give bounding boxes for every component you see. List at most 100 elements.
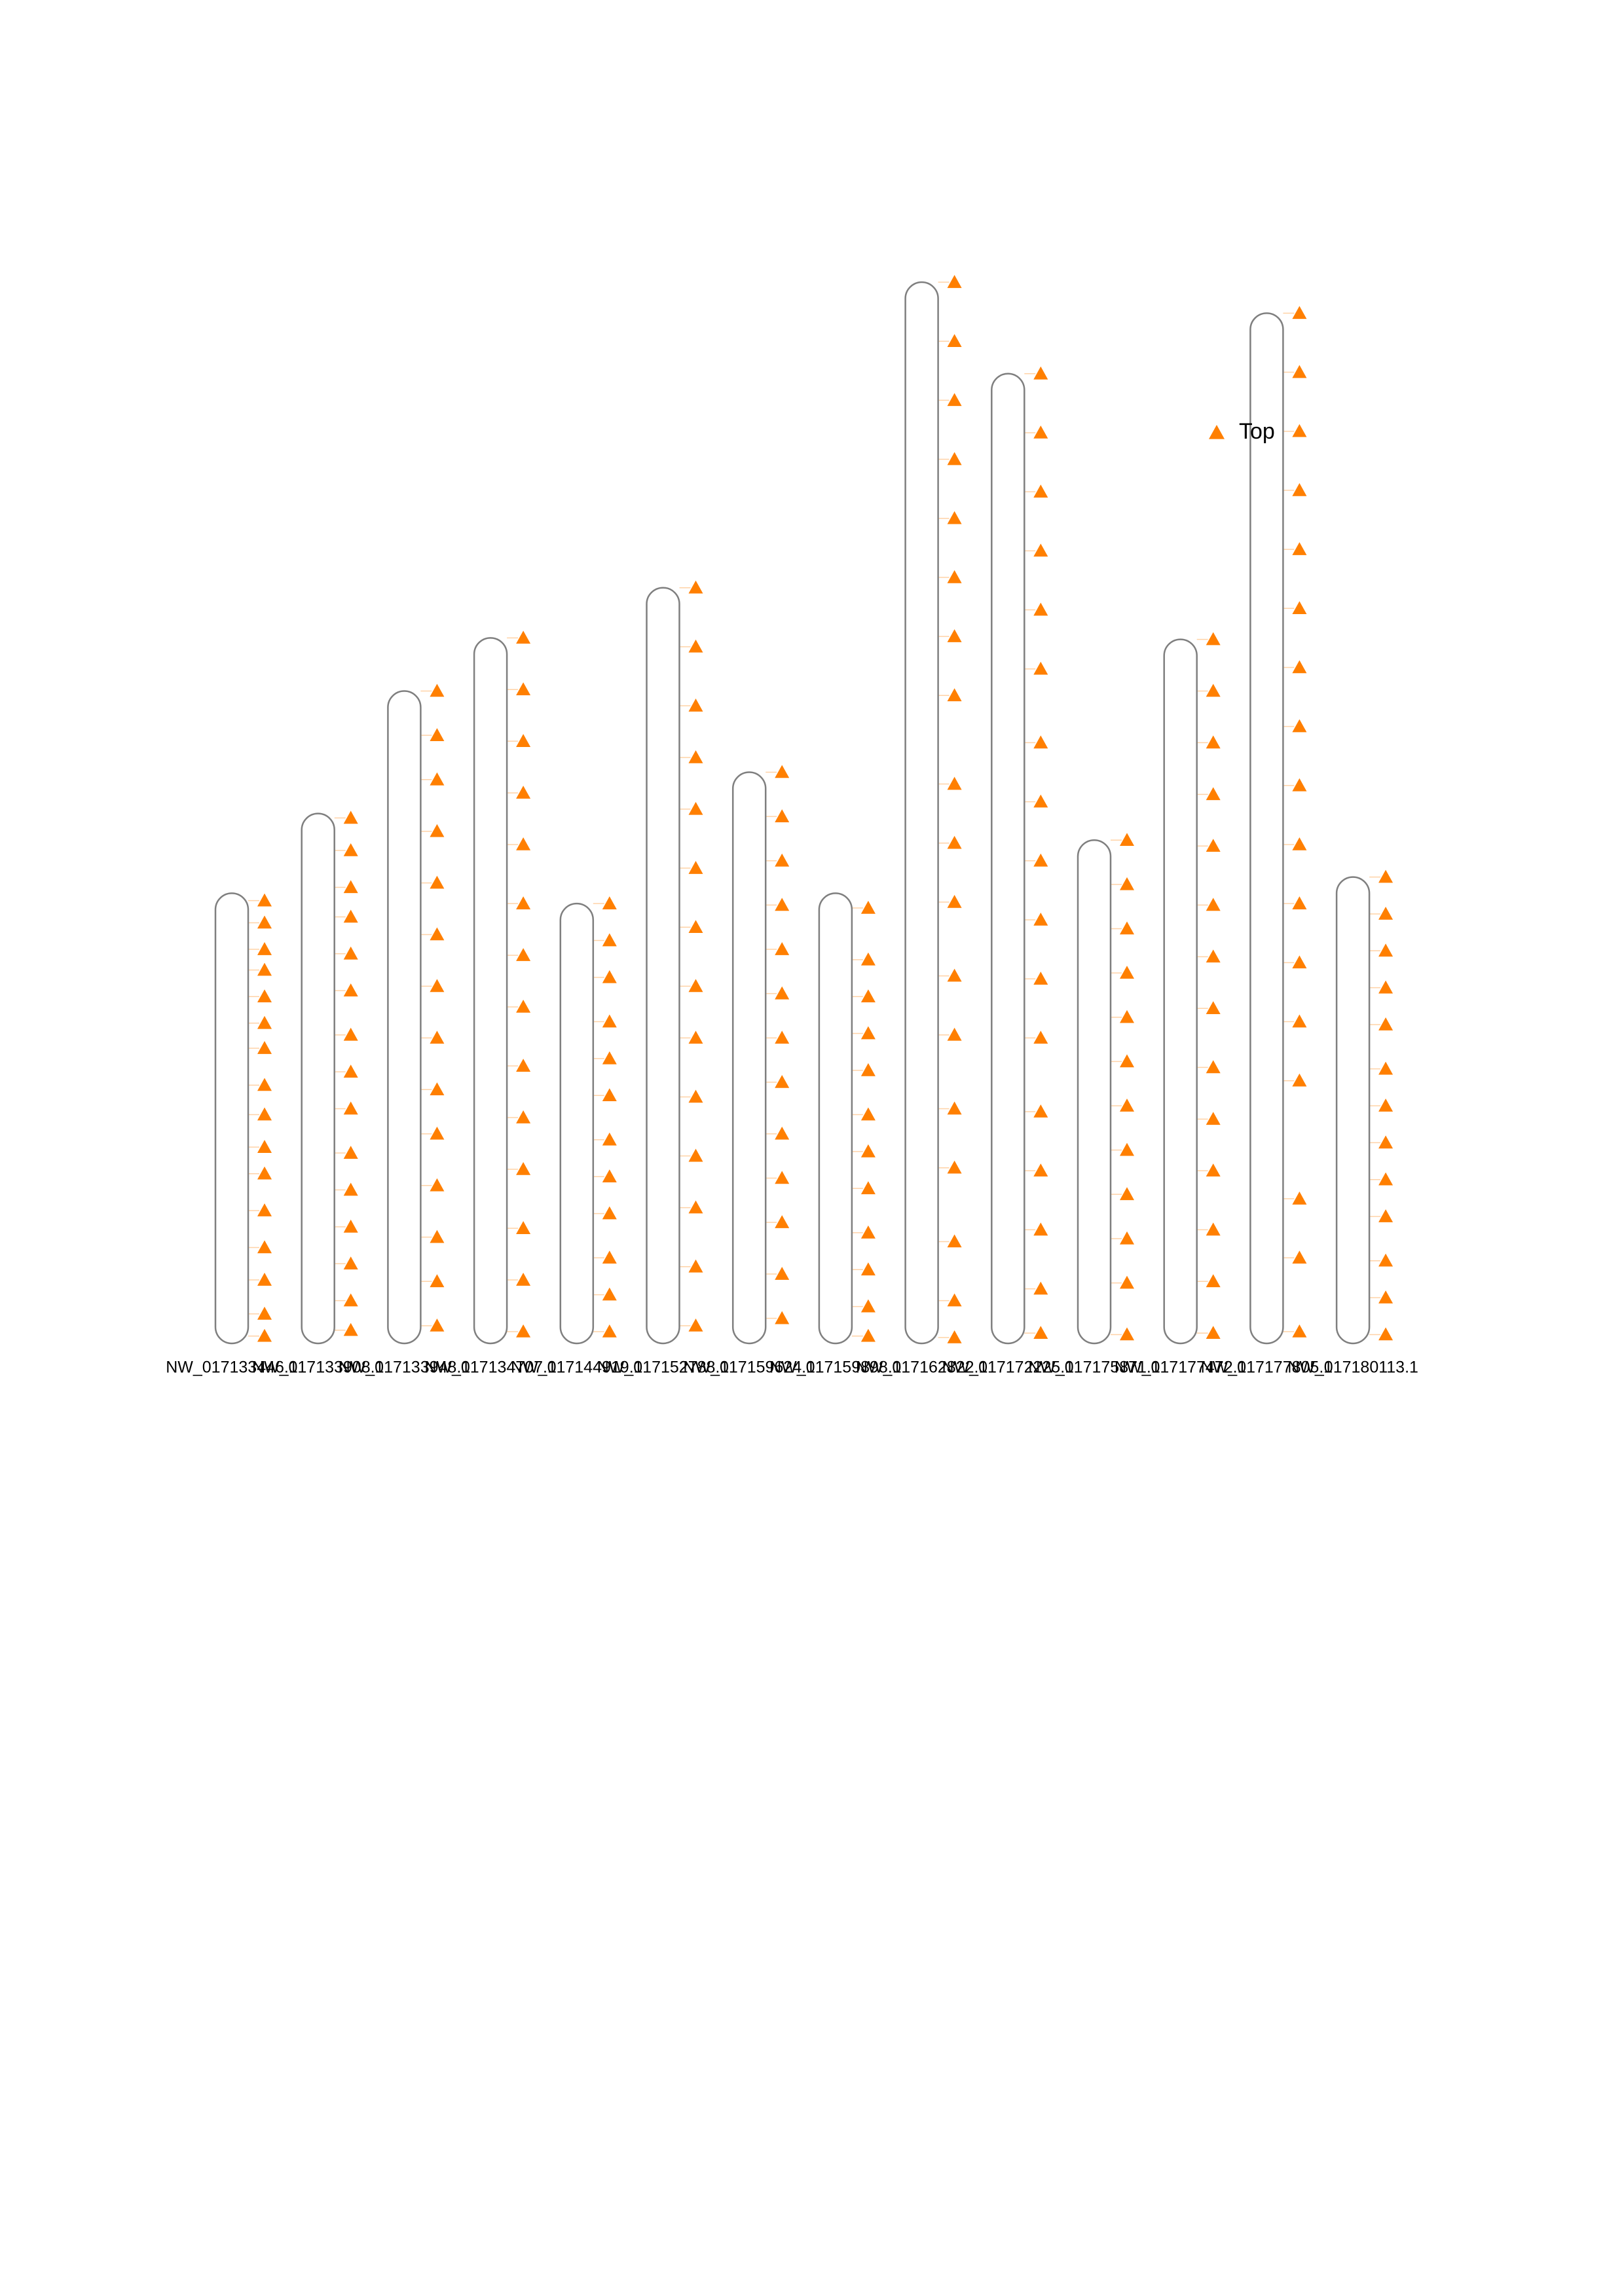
marker [775,1311,790,1324]
marker [775,853,790,867]
marker [947,629,962,642]
marker [1292,1324,1307,1338]
marker [1033,1281,1048,1295]
marker [1206,1326,1221,1339]
marker [1292,306,1307,319]
marker [775,898,790,911]
chromosome [1077,839,1112,1345]
marker [1378,1061,1393,1075]
marker [257,989,272,1002]
marker [1033,425,1048,439]
chromosome [991,373,1025,1345]
marker [1120,1231,1134,1245]
marker [257,893,272,907]
marker [516,630,531,644]
marker [1033,1163,1048,1177]
marker [602,896,617,909]
marker [1206,1060,1221,1074]
marker [1378,1135,1393,1149]
marker [1120,1099,1134,1112]
marker [430,875,445,889]
marker [1292,837,1307,850]
marker [1378,1327,1393,1341]
marker [1206,839,1221,852]
chromosome-label: NW_017180113.1 [1287,1358,1418,1377]
marker [602,1250,617,1264]
marker [947,1293,962,1307]
marker [1033,484,1048,498]
marker [1033,853,1048,867]
marker [343,1065,358,1078]
marker [947,968,962,982]
marker [602,1132,617,1146]
marker [516,1273,531,1286]
marker [516,837,531,850]
marker [860,1262,876,1276]
marker [257,1273,272,1286]
marker [257,915,272,929]
marker [516,734,531,747]
marker [430,728,445,741]
marker [1292,1250,1307,1264]
marker [1206,787,1221,801]
marker [1206,1112,1221,1125]
marker [430,683,445,697]
marker [1033,1030,1048,1044]
chromosome-label: NW_017152788.1 [597,1358,729,1377]
marker [430,1082,445,1096]
marker [1120,1327,1134,1341]
marker [257,1203,272,1216]
marker [1120,1142,1134,1156]
marker [257,1166,272,1180]
chromosome [1249,312,1284,1345]
marker [947,275,962,288]
marker [775,1030,790,1044]
marker [1292,955,1307,969]
marker [257,942,272,955]
marker [516,896,531,909]
marker [602,1287,617,1301]
marker [775,1074,790,1088]
marker [947,393,962,407]
marker [688,801,703,815]
chromosome [473,637,508,1345]
chromosome [387,690,422,1345]
marker [775,942,790,955]
marker [343,1322,358,1336]
marker [1033,661,1048,675]
marker [1206,898,1221,911]
marker [602,1051,617,1065]
marker [947,570,962,583]
marker [860,1107,876,1121]
marker [343,811,358,824]
marker [1206,949,1221,963]
marker [1292,424,1307,437]
marker [1292,601,1307,615]
marker [1378,943,1393,957]
marker [947,1234,962,1248]
chromosome-label: NW_017144919.1 [511,1358,643,1377]
marker [688,861,703,874]
marker [1206,1001,1221,1015]
marker [1378,980,1393,994]
marker [343,909,358,923]
marker [257,1306,272,1320]
marker [1378,1253,1393,1267]
marker [1120,966,1134,979]
marker [1120,1275,1134,1289]
marker [257,1041,272,1054]
marker [602,1088,617,1102]
marker [1120,921,1134,935]
marker [1206,1222,1221,1236]
marker [688,580,703,594]
marker [257,1240,272,1254]
marker [602,1169,617,1183]
marker [257,1015,272,1029]
marker [1033,366,1048,380]
marker [343,1027,358,1041]
marker [860,1225,876,1239]
marker [1033,1326,1048,1339]
marker [688,1200,703,1214]
marker [1292,719,1307,733]
chromosome-label: NW_017133446.1 [166,1358,298,1377]
